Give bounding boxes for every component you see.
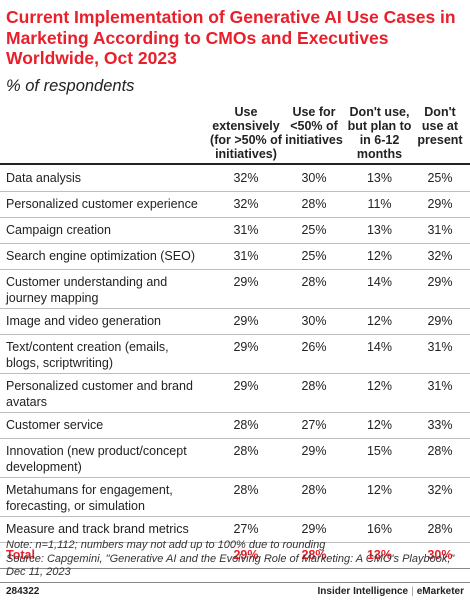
cell-value: 29% <box>427 275 453 289</box>
cell-value: 12% <box>366 483 393 497</box>
table-row: Customer service 28% 27% 12% 33% <box>0 413 470 439</box>
footnote: Note: n=1,112; numbers may not add up to… <box>6 539 466 580</box>
table-row: Data analysis 32% 30% 13% 25% <box>0 166 470 192</box>
cell-value: 26% <box>301 340 327 354</box>
table-row: Personalized customer experience 32% 28% 11… <box>0 192 470 218</box>
cell-value: 29% <box>233 340 259 354</box>
cell-value: 33% <box>427 418 453 432</box>
row-label: Text/content creation (emails, blogs, sc… <box>6 340 169 370</box>
column-header-plan-to-use: Don't use, but plan to in 6-12 months <box>347 105 412 161</box>
cell-value: 31% <box>427 379 453 393</box>
source-text: Source: Capgemini, "Generative AI and th… <box>6 552 455 579</box>
table-row: Search engine optimization (SEO) 31% 25% 12… <box>0 244 470 270</box>
chart-id: 284322 <box>6 586 40 597</box>
row-label: Image and video generation <box>6 314 161 328</box>
table-row: Image and video generation 29% 30% 12% 29% <box>0 309 470 335</box>
cell-value: 30% <box>301 314 327 328</box>
cell-value: 28% <box>301 197 327 211</box>
row-label: Measure and track brand metrics <box>6 522 189 536</box>
cell-value: 32% <box>427 483 453 497</box>
row-label: Innovation (new product/concept developm… <box>6 444 187 474</box>
cell-value: 32% <box>233 171 259 185</box>
cell-value: 29% <box>233 275 259 289</box>
total-row: Total 29% 28% 13% 30% <box>0 543 470 569</box>
row-label: Metahumans for engagement, forecasting, … <box>6 483 173 513</box>
table-row: Measure and track brand metrics 27% 29% 16%… <box>0 517 470 543</box>
row-label: Personalized customer and brand avatars <box>6 379 193 409</box>
row-label: Customer understanding and journey mappi… <box>6 275 168 305</box>
cell-value: 31% <box>233 249 259 263</box>
chart-title: Current Implementation of Generative AI … <box>6 7 456 68</box>
total-value: 13% <box>366 548 393 562</box>
table-row: Campaign creation 31% 25% 13% 31% <box>0 218 470 244</box>
cell-value: 29% <box>233 314 259 328</box>
brand-separator: | <box>411 586 414 597</box>
cell-value: 13% <box>366 223 393 237</box>
cell-value: 28% <box>301 379 327 393</box>
cell-value: 32% <box>427 249 453 263</box>
cell-value: 28% <box>301 275 327 289</box>
cell-value: 12% <box>366 249 393 263</box>
cell-value: 28% <box>233 444 259 458</box>
cell-value: 32% <box>233 197 259 211</box>
row-label: Search engine optimization (SEO) <box>6 249 195 263</box>
cell-value: 27% <box>301 418 327 432</box>
table-row: Customer understanding and journey mappi… <box>0 270 470 309</box>
cell-value: 28% <box>233 483 259 497</box>
total-value: 30% <box>427 548 453 562</box>
footer-divider <box>0 582 470 583</box>
cell-value: 28% <box>427 444 453 458</box>
cell-value: 31% <box>427 223 453 237</box>
total-label: Total <box>6 548 35 562</box>
table-row: Personalized customer and brand avatars 2… <box>0 374 470 413</box>
cell-value: 30% <box>301 171 327 185</box>
cell-value: 27% <box>233 522 259 536</box>
cell-value: 12% <box>366 379 393 393</box>
cell-value: 12% <box>366 314 393 328</box>
cell-value: 14% <box>366 340 393 354</box>
table-row: Innovation (new product/concept developm… <box>0 439 470 478</box>
row-label: Data analysis <box>6 171 82 185</box>
cell-value: 28% <box>427 522 453 536</box>
column-header-use-extensively: Use extensively (for >50% of initiatives… <box>210 105 282 161</box>
cell-value: 29% <box>427 197 453 211</box>
brand-left: Insider Intelligence <box>317 586 409 597</box>
brand-logo: Insider Intelligence | eMarketer <box>318 586 464 597</box>
cell-value: 16% <box>366 522 393 536</box>
total-value: 29% <box>233 548 259 562</box>
cell-value: 29% <box>301 522 327 536</box>
cell-value: 29% <box>233 379 259 393</box>
row-label: Campaign creation <box>6 223 111 237</box>
brand-right: eMarketer <box>416 586 464 597</box>
column-header-dont-use: Don't use at present <box>417 105 463 147</box>
row-label: Personalized customer experience <box>6 197 198 211</box>
cell-value: 25% <box>427 171 453 185</box>
column-header-use-less-than-50: Use for <50% of initiatives <box>285 105 343 147</box>
cell-value: 28% <box>301 483 327 497</box>
row-label: Customer service <box>6 418 104 432</box>
note-text: Note: n=1,112; numbers may not add up to… <box>6 539 326 551</box>
total-value: 28% <box>301 548 327 562</box>
cell-value: 29% <box>301 444 327 458</box>
cell-value: 15% <box>366 444 393 458</box>
cell-value: 11% <box>367 197 392 211</box>
table-row: Text/content creation (emails, blogs, sc… <box>0 335 470 374</box>
chart-subtitle: % of respondents <box>6 77 135 95</box>
table-row: Metahumans for engagement, forecasting, … <box>0 478 470 517</box>
table-header: Use extensively (for >50% of initiatives… <box>0 103 470 165</box>
cell-value: 12% <box>366 418 393 432</box>
cell-value: 31% <box>427 340 453 354</box>
cell-value: 29% <box>427 314 453 328</box>
cell-value: 28% <box>233 418 259 432</box>
cell-value: 14% <box>366 275 393 289</box>
cell-value: 25% <box>301 223 327 237</box>
cell-value: 25% <box>301 249 327 263</box>
cell-value: 31% <box>233 223 259 237</box>
cell-value: 13% <box>366 171 393 185</box>
